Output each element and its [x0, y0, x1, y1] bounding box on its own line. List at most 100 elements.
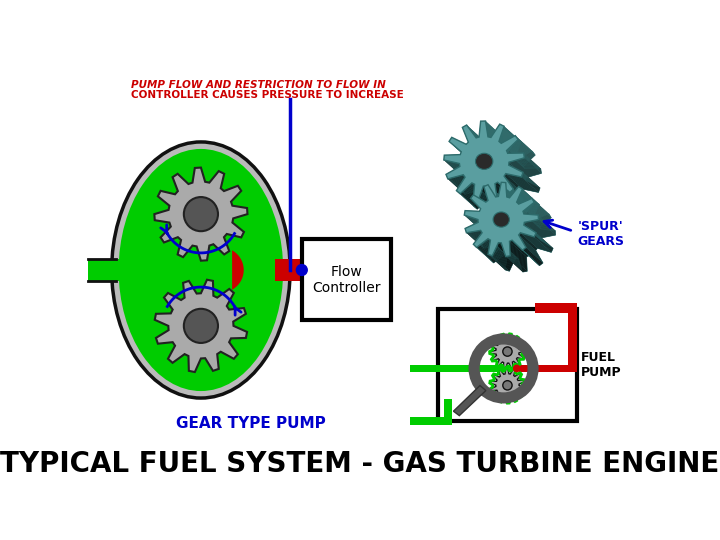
Text: GEAR TYPE PUMP: GEAR TYPE PUMP: [176, 416, 326, 431]
Text: Flow
Controller: Flow Controller: [312, 265, 381, 295]
Polygon shape: [464, 183, 539, 256]
Polygon shape: [523, 202, 552, 227]
Polygon shape: [507, 151, 525, 169]
Text: TYPICAL FUEL SYSTEM - GAS TURBINE ENGINE: TYPICAL FUEL SYSTEM - GAS TURBINE ENGINE: [1, 450, 719, 478]
Polygon shape: [460, 152, 478, 170]
Polygon shape: [510, 241, 527, 271]
Polygon shape: [464, 215, 495, 235]
Polygon shape: [478, 186, 500, 217]
Polygon shape: [510, 187, 536, 213]
Polygon shape: [509, 158, 541, 178]
Polygon shape: [236, 236, 243, 304]
Polygon shape: [465, 228, 484, 248]
Polygon shape: [451, 137, 483, 160]
Polygon shape: [509, 162, 526, 181]
Polygon shape: [155, 280, 247, 372]
Polygon shape: [471, 198, 498, 224]
Polygon shape: [510, 240, 529, 257]
Text: 'SPUR'
GEARS: 'SPUR' GEARS: [577, 220, 624, 247]
Polygon shape: [461, 137, 541, 217]
Polygon shape: [472, 183, 492, 200]
Ellipse shape: [475, 153, 493, 170]
Polygon shape: [488, 239, 508, 256]
Polygon shape: [523, 153, 541, 173]
Bar: [302, 239, 391, 320]
Circle shape: [297, 265, 307, 275]
Polygon shape: [481, 121, 503, 137]
Polygon shape: [444, 155, 462, 176]
Polygon shape: [484, 185, 505, 202]
Polygon shape: [477, 239, 505, 263]
Polygon shape: [505, 183, 524, 212]
Polygon shape: [534, 233, 553, 252]
Polygon shape: [492, 200, 514, 217]
Polygon shape: [507, 197, 526, 213]
Bar: [438, 309, 577, 421]
Polygon shape: [518, 187, 539, 205]
Polygon shape: [462, 127, 485, 158]
Circle shape: [503, 347, 512, 356]
Circle shape: [513, 364, 521, 372]
Bar: [535, 303, 577, 313]
Polygon shape: [486, 200, 505, 218]
Text: FUEL
PUMP: FUEL PUMP: [581, 351, 622, 379]
Bar: [410, 366, 478, 372]
Polygon shape: [524, 222, 541, 241]
Polygon shape: [473, 200, 495, 217]
Ellipse shape: [493, 212, 509, 227]
Polygon shape: [460, 183, 489, 210]
Polygon shape: [491, 124, 517, 153]
Circle shape: [184, 309, 218, 343]
Polygon shape: [539, 215, 556, 235]
Polygon shape: [480, 209, 498, 227]
Polygon shape: [488, 254, 509, 271]
Polygon shape: [518, 198, 549, 220]
Polygon shape: [465, 222, 495, 244]
Polygon shape: [523, 211, 541, 230]
Circle shape: [503, 381, 512, 390]
Polygon shape: [490, 335, 525, 368]
Polygon shape: [532, 198, 552, 218]
Polygon shape: [498, 242, 518, 258]
Polygon shape: [481, 231, 499, 248]
Polygon shape: [521, 172, 540, 192]
Polygon shape: [512, 240, 539, 266]
Polygon shape: [482, 198, 556, 272]
Polygon shape: [465, 211, 497, 227]
Polygon shape: [476, 137, 496, 153]
Ellipse shape: [119, 149, 283, 391]
Polygon shape: [524, 214, 555, 231]
Polygon shape: [486, 186, 510, 217]
Polygon shape: [492, 242, 516, 271]
Polygon shape: [516, 136, 535, 155]
Text: PUMP FLOW AND RESTRICTION TO FLOW IN: PUMP FLOW AND RESTRICTION TO FLOW IN: [131, 80, 386, 90]
Polygon shape: [449, 141, 478, 167]
Polygon shape: [473, 244, 494, 263]
Polygon shape: [488, 137, 508, 153]
Circle shape: [184, 197, 218, 231]
Polygon shape: [467, 231, 498, 248]
Polygon shape: [498, 183, 518, 212]
Polygon shape: [518, 233, 537, 251]
Polygon shape: [473, 184, 492, 215]
Polygon shape: [467, 125, 493, 153]
Polygon shape: [505, 174, 539, 192]
Polygon shape: [483, 186, 503, 202]
Polygon shape: [518, 235, 543, 263]
Polygon shape: [517, 189, 539, 218]
Bar: [444, 399, 451, 425]
Polygon shape: [479, 121, 498, 153]
Polygon shape: [524, 225, 553, 248]
Polygon shape: [500, 124, 521, 142]
Polygon shape: [463, 175, 482, 193]
Polygon shape: [505, 256, 527, 272]
Polygon shape: [524, 220, 556, 238]
Polygon shape: [485, 121, 505, 152]
Polygon shape: [444, 121, 524, 201]
Polygon shape: [495, 184, 514, 215]
Polygon shape: [501, 136, 532, 159]
Bar: [89, 259, 135, 281]
Polygon shape: [504, 176, 531, 205]
Polygon shape: [499, 141, 518, 159]
Polygon shape: [466, 142, 485, 160]
